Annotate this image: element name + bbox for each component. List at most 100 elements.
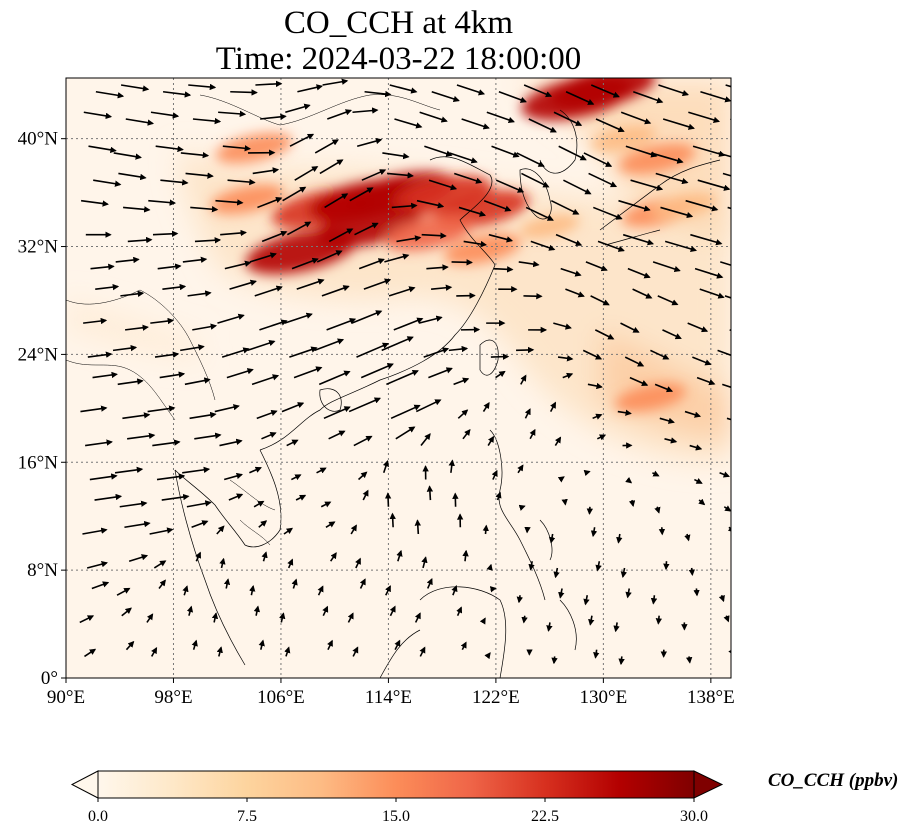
wind-arrow: [192, 323, 218, 331]
wind-arrow: [119, 500, 148, 508]
co-plume-blob: [210, 184, 285, 215]
wind-arrow: [421, 232, 447, 239]
wind-arrow: [384, 492, 392, 507]
wind-arrow: [389, 84, 418, 94]
wind-arrow: [261, 551, 268, 562]
wind-arrow: [694, 267, 724, 279]
wind-arrow: [253, 500, 265, 508]
wind-arrow: [219, 438, 243, 447]
wind-arrow: [618, 656, 625, 666]
wind-arrow: [650, 595, 658, 605]
wind-arrow: [734, 561, 737, 566]
wind-arrow: [493, 266, 514, 273]
wind-arrow: [351, 310, 383, 324]
wind-arrow: [149, 527, 174, 535]
lon-tick-label: 106°E: [257, 687, 305, 708]
lat-tick-label: 40°N: [18, 129, 59, 150]
wind-arrow: [349, 187, 374, 202]
wind-arrow: [396, 235, 422, 243]
wind-arrow: [221, 347, 250, 358]
wind-arrow: [557, 355, 574, 362]
wind-arrow: [92, 371, 118, 379]
wind-arrow: [729, 329, 731, 332]
wind-arrow: [684, 410, 702, 418]
wind-arrow: [391, 202, 418, 210]
wind-arrow: [551, 656, 558, 665]
wind-arrow: [83, 317, 108, 325]
wind-arrow: [462, 549, 469, 562]
wind-arrow: [316, 250, 343, 263]
wind-arrow: [295, 494, 307, 501]
wind-arrow: [254, 285, 283, 297]
colorbar-tick-label: 30.0: [680, 808, 708, 825]
lat-tick-labels: 0° 8°N 16°N 24°N 32°N 40°N: [18, 129, 66, 689]
wind-arrow: [685, 199, 719, 212]
wind-arrow: [352, 107, 379, 114]
wind-arrow: [258, 639, 265, 650]
wind-arrow: [150, 647, 158, 657]
co-plume-blob: [651, 192, 717, 220]
wind-arrow: [95, 283, 120, 291]
lat-tick-label: 0°: [41, 668, 58, 689]
wind-arrow: [381, 336, 414, 352]
wind-arrow: [223, 472, 243, 481]
wind-arrow: [460, 641, 467, 651]
wind-arrow: [593, 649, 600, 659]
wind-arrow: [732, 241, 761, 250]
wind-arrow: [426, 578, 433, 589]
wind-arrow: [491, 145, 520, 158]
wind-arrow: [630, 179, 664, 191]
colorbar-tick-label: 7.5: [237, 808, 257, 825]
wind-arrow: [727, 206, 731, 210]
wind-arrow: [153, 560, 167, 569]
wind-arrow: [223, 578, 231, 589]
wind-arrow: [230, 89, 258, 96]
map-frame: [65, 77, 732, 679]
wind-arrow: [516, 595, 523, 604]
wind-arrow: [158, 579, 166, 589]
wind-arrow: [321, 285, 350, 297]
wind-arrow: [258, 520, 268, 528]
wind-arrow: [620, 322, 640, 333]
wind-arrow: [416, 199, 445, 209]
wind-arrow: [80, 405, 108, 413]
wind-arrow: [296, 278, 325, 290]
wind-arrow: [251, 374, 280, 386]
wind-arrow: [356, 137, 383, 147]
wind-arrow: [324, 193, 349, 209]
figure-title: CO_CCH at 4km: [283, 5, 514, 41]
wind-arrow: [565, 288, 585, 298]
wind-arrow: [286, 439, 299, 447]
wind-arrow: [260, 113, 287, 120]
wind-arrow: [389, 512, 396, 528]
wind-arrow: [595, 118, 625, 133]
wind-arrow: [355, 557, 361, 569]
wind-arrow: [587, 382, 603, 390]
wind-arrow: [394, 639, 401, 651]
wind-arrow: [195, 551, 201, 562]
wind-arrow: [229, 279, 257, 290]
wind-arrow: [217, 313, 245, 324]
wind-arrow: [127, 236, 153, 244]
wind-arrow: [696, 376, 716, 386]
wind-arrow: [161, 493, 190, 501]
wind-arrow: [722, 172, 731, 177]
wind-arrow: [157, 263, 182, 270]
wind-arrow: [362, 489, 369, 501]
wind-arrow: [451, 259, 473, 266]
wind-arrow: [462, 428, 471, 440]
wind-arrow: [688, 567, 696, 576]
taiwan-outline: [479, 339, 499, 376]
lat-tick-label: 8°N: [27, 560, 58, 581]
wind-arrow: [664, 437, 678, 444]
wind-arrow: [120, 290, 145, 297]
wind-arrow: [282, 186, 307, 202]
wind-arrow: [327, 639, 333, 651]
wind-arrow: [249, 466, 262, 474]
wind-arrow: [424, 145, 453, 157]
wind-arrow: [189, 411, 217, 420]
wind-arrow: [558, 588, 565, 599]
wind-arrow: [555, 233, 583, 247]
wind-arrow: [616, 533, 623, 544]
wind-arrow: [322, 605, 329, 617]
